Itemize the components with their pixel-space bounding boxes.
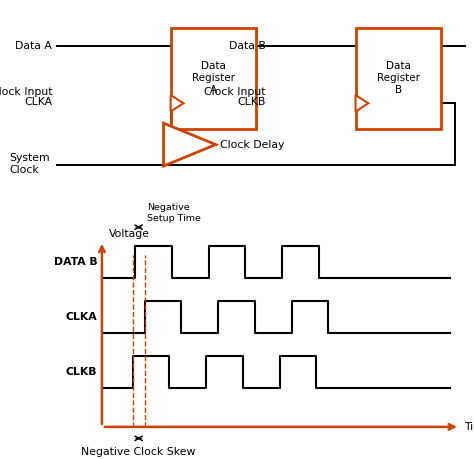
Text: Negative
Setup Time: Negative Setup Time — [147, 203, 201, 223]
Polygon shape — [356, 95, 368, 112]
Text: Data B: Data B — [228, 41, 265, 51]
Bar — [356, 28, 441, 129]
Text: DATA B: DATA B — [54, 257, 97, 267]
Text: Clock: Clock — [9, 165, 39, 175]
Text: Time: Time — [465, 422, 474, 432]
Text: CLKA: CLKA — [65, 312, 97, 322]
Text: Clock Input: Clock Input — [0, 87, 52, 97]
Text: CLKA: CLKA — [24, 97, 52, 107]
Text: Negative Clock Skew: Negative Clock Skew — [82, 447, 196, 457]
Bar — [171, 28, 256, 129]
Text: Data
Register
B: Data Register B — [377, 62, 419, 95]
Text: Data A: Data A — [15, 41, 52, 51]
Text: CLKB: CLKB — [66, 367, 97, 377]
Text: Clock Input: Clock Input — [204, 87, 265, 97]
Text: Data
Register
A: Data Register A — [192, 62, 235, 95]
Text: Voltage: Voltage — [109, 229, 150, 239]
Text: Clock Delay: Clock Delay — [220, 140, 285, 150]
Polygon shape — [164, 123, 216, 166]
Polygon shape — [171, 95, 183, 112]
Text: System: System — [9, 153, 50, 163]
Text: CLKB: CLKB — [237, 97, 265, 107]
